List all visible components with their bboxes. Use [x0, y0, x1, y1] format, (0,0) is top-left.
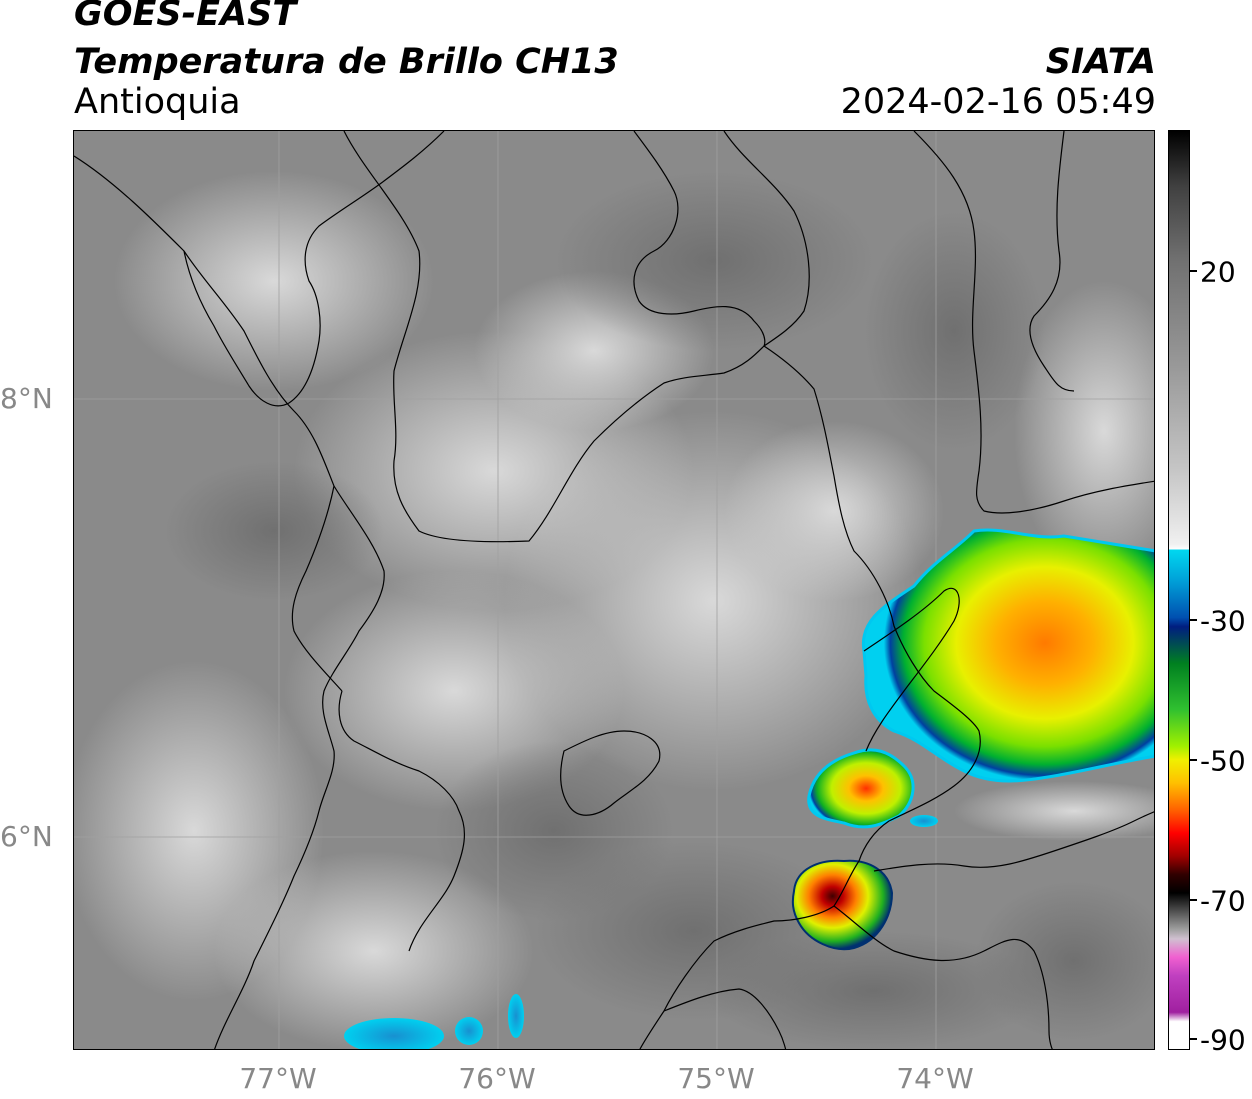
colorbar-label-m90: -90 — [1200, 1023, 1246, 1057]
gulf-coast — [183, 131, 445, 407]
lon-label-74w: 74°W — [896, 1062, 974, 1095]
gridlines — [74, 131, 1154, 1049]
colorbar-label-m70: -70 — [1200, 884, 1246, 918]
colorbar-label-m30: -30 — [1200, 604, 1246, 638]
satellite-map[interactable] — [73, 130, 1155, 1050]
datetime-label: 2024-02-16 05:49 — [840, 82, 1156, 122]
inner-boundary-5 — [863, 587, 960, 752]
coastline-uraba — [74, 155, 385, 1049]
storm-cell-southern — [791, 859, 894, 951]
inner-boundary-2 — [723, 131, 810, 347]
lon-label-75w: 75°W — [677, 1062, 755, 1095]
lat-label-8n: 8°N — [0, 382, 53, 415]
storm-cell-northeast — [861, 528, 1154, 783]
product-title: Temperatura de Brillo CH13 — [74, 42, 619, 82]
small-cell-east — [910, 815, 938, 827]
organization-label: SIATA — [1045, 42, 1156, 82]
colorbar — [1168, 130, 1190, 1050]
boundaries — [74, 131, 1154, 1049]
inner-boundary-9 — [663, 988, 787, 1049]
small-cell-south-3 — [508, 994, 524, 1038]
inner-boundary-8 — [833, 905, 1053, 1049]
storm-cells — [344, 528, 1154, 1049]
region-label: Antioquia — [74, 82, 241, 122]
storm-cell-central — [807, 748, 915, 829]
lat-label-6n: 6°N — [0, 820, 53, 853]
colorbar-tick-20 — [1190, 270, 1197, 272]
antioquia-border-west — [291, 485, 343, 692]
inner-boundary-4 — [1029, 131, 1075, 392]
map-svg — [74, 131, 1154, 1049]
lon-label-77w: 77°W — [239, 1062, 317, 1095]
lon-label-76w: 76°W — [458, 1062, 536, 1095]
colorbar-label-20: 20 — [1200, 255, 1236, 289]
small-cell-south-1 — [344, 1018, 444, 1049]
inner-boundary-6 — [560, 730, 661, 816]
colorbar-label-m50: -50 — [1200, 744, 1246, 778]
satellite-title: GOES-EAST — [74, 0, 297, 34]
colorbar-tick-m90 — [1190, 1038, 1197, 1040]
colorbar-tick-m50 — [1190, 759, 1197, 761]
colorbar-tick-m30 — [1190, 619, 1197, 621]
small-cell-south-2 — [455, 1017, 483, 1045]
antioquia-border-south — [338, 690, 465, 952]
inner-boundary-7 — [873, 811, 1154, 872]
inner-boundary-3 — [913, 131, 1154, 514]
colorbar-tick-m70 — [1190, 899, 1197, 901]
antioquia-border — [343, 131, 981, 1049]
inner-boundary-1 — [633, 131, 766, 347]
